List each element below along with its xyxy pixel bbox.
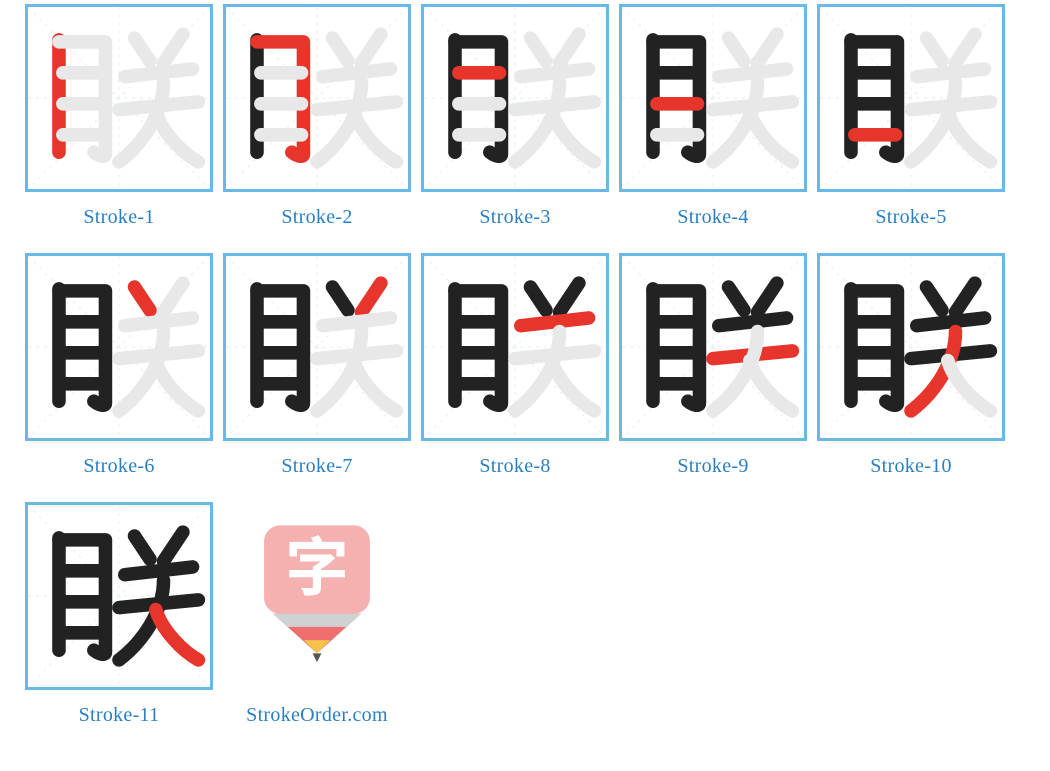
stroke-label-11: Stroke-11 [79,704,160,727]
stroke-label-1: Stroke-1 [83,206,154,229]
stroke-cell-4: Stroke-4 [614,4,812,229]
stroke-cell-5: Stroke-5 [812,4,1010,229]
stroke-label-9: Stroke-9 [677,455,748,478]
stroke-label-6: Stroke-6 [83,455,154,478]
logo-cell: 字 StrokeOrder.com [218,502,416,727]
stroke-cell-9: Stroke-9 [614,253,812,478]
stroke-label-2: Stroke-2 [281,206,352,229]
row-3: Stroke-11 字 StrokeOrder.com [20,502,1050,751]
stroke-label-3: Stroke-3 [479,206,550,229]
stroke-tile-8 [421,253,609,441]
stroke-cell-3: Stroke-3 [416,4,614,229]
stroke-tile-5 [817,4,1005,192]
stroke-tile-1 [25,4,213,192]
stroke-cell-10: Stroke-10 [812,253,1010,478]
stroke-cell-11: Stroke-11 [20,502,218,727]
logo-tile: 字 [223,502,411,690]
stroke-tile-3 [421,4,609,192]
row-1: Stroke-1 Stroke-2 Stroke-3 [20,4,1050,253]
stroke-label-4: Stroke-4 [677,206,748,229]
stroke-cell-6: Stroke-6 [20,253,218,478]
stroke-tile-9 [619,253,807,441]
logo-label: StrokeOrder.com [246,704,388,727]
stroke-order-grid: Stroke-1 Stroke-2 Stroke-3 [0,0,1050,771]
stroke-tile-6 [25,253,213,441]
stroke-tile-10 [817,253,1005,441]
stroke-cell-8: Stroke-8 [416,253,614,478]
stroke-cell-2: Stroke-2 [218,4,416,229]
stroke-tile-4 [619,4,807,192]
row-2: Stroke-6 Stroke-7 Stroke-8 [20,253,1050,502]
strokeorder-logo-icon: 字 [242,521,392,671]
stroke-tile-2 [223,4,411,192]
stroke-cell-7: Stroke-7 [218,253,416,478]
stroke-cell-1: Stroke-1 [20,4,218,229]
stroke-label-10: Stroke-10 [870,455,952,478]
stroke-label-7: Stroke-7 [281,455,352,478]
stroke-tile-11 [25,502,213,690]
svg-text:字: 字 [285,521,349,609]
stroke-label-5: Stroke-5 [875,206,946,229]
stroke-label-8: Stroke-8 [479,455,550,478]
stroke-tile-7 [223,253,411,441]
